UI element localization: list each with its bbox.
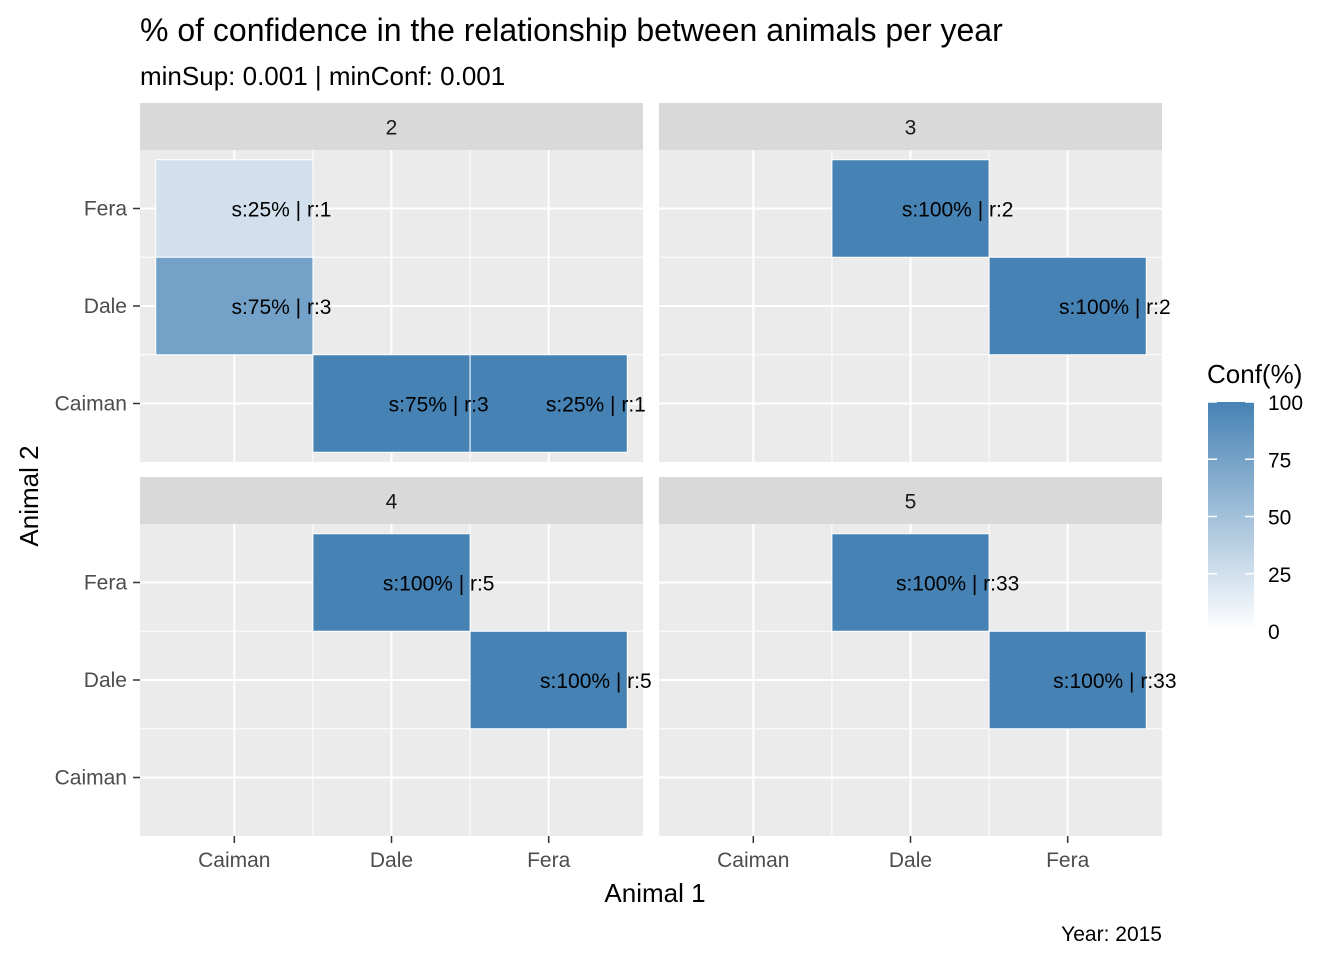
legend-ticks: 0 25 50 75 100 [1208, 392, 1303, 644]
facet-panel-5: 5 s:100% | r:33 s:100% | r:33 [659, 477, 1177, 836]
facet-panel-3: 3 s:100% | r:2 s:100% | r:2 [659, 103, 1171, 462]
color-legend: Conf(%) 0 25 50 75 100 [1207, 359, 1303, 644]
y-tick-label: Caiman [55, 767, 127, 790]
chart-title: % of confidence in the relationship betw… [140, 12, 1003, 48]
heatmap-tile [155, 256, 314, 356]
facet-panel-2: 2 s:25% | r:1 s:75% | r:3 s:75% | r:3 s:25% … [140, 103, 646, 462]
facet-panel-4: 4 s:100% | r:5 s:100% | r:5 [140, 477, 652, 836]
heatmap-tile [312, 533, 471, 632]
legend-title: Conf(%) [1207, 359, 1302, 389]
facet-strip-label: 4 [386, 491, 398, 514]
y-axes-layer: Caiman Dale Fera Caiman Dale Fera [55, 198, 140, 790]
panels-layer: 2 s:25% | r:1 s:75% | r:3 s:75% | r:3 s:25% … [140, 103, 1177, 836]
facet-strip [140, 103, 643, 150]
y-axis-title: Animal 2 [14, 445, 44, 546]
y-tick-label: Dale [84, 669, 127, 692]
heatmap-tile [831, 533, 990, 632]
x-tick-label: Fera [1046, 849, 1090, 872]
x-tick-label: Caiman [198, 849, 270, 872]
x-tick-label: Caiman [717, 849, 789, 872]
facet-strip [659, 477, 1162, 524]
tile-label: s:25% | r:1 [546, 394, 646, 417]
heatmap-tile [831, 159, 990, 258]
tile-label: s:100% | r:5 [540, 670, 652, 693]
chart-caption: Year: 2015 [1061, 923, 1162, 946]
tile-label: s:25% | r:1 [231, 199, 331, 222]
y-tick-label: Dale [84, 295, 127, 318]
y-tick-label: Fera [84, 198, 128, 221]
tile-label: s:75% | r:3 [231, 296, 331, 319]
x-tick-label: Dale [370, 849, 413, 872]
facet-strip-label: 2 [386, 117, 398, 140]
facet-strip [140, 477, 643, 524]
legend-tick-label: 50 [1268, 507, 1291, 530]
x-tick-label: Fera [527, 849, 571, 872]
facet-strip [659, 103, 1162, 150]
heatmap-tile [469, 630, 628, 730]
legend-tick-label: 75 [1268, 449, 1291, 472]
legend-tick-label: 25 [1268, 564, 1291, 587]
x-tick-label: Dale [889, 849, 932, 872]
facet-strip-label: 5 [905, 491, 917, 514]
heatmap-tile [988, 630, 1147, 730]
heatmap-tile [155, 159, 314, 258]
legend-tick-label: 0 [1268, 621, 1280, 644]
y-tick-label: Fera [84, 572, 128, 595]
legend-tick-label: 100 [1268, 392, 1303, 415]
heatmap-tile [469, 354, 628, 453]
y-tick-label: Caiman [55, 393, 127, 416]
tile-label: s:75% | r:3 [389, 394, 489, 417]
tile-label: s:100% | r:33 [1053, 670, 1176, 693]
heatmap-tile [988, 256, 1147, 356]
heatmap-tile [312, 354, 471, 453]
tile-label: s:100% | r:2 [1059, 296, 1171, 319]
x-axes-layer: Caiman Dale Fera Caiman Dale Fera [198, 836, 1090, 872]
chart-subtitle: minSup: 0.001 | minConf: 0.001 [140, 61, 505, 91]
facet-strip-label: 3 [905, 117, 917, 140]
x-axis-title: Animal 1 [604, 878, 705, 908]
tile-label: s:100% | r:33 [896, 573, 1019, 596]
tile-label: s:100% | r:2 [902, 199, 1014, 222]
tile-label: s:100% | r:5 [383, 573, 495, 596]
